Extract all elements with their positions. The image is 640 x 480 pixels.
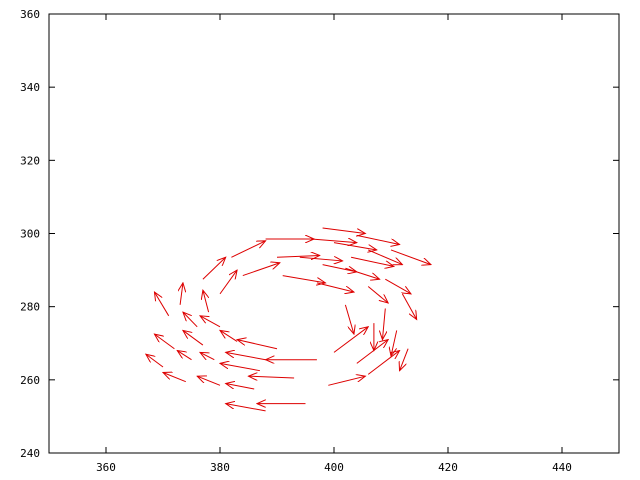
y-tick-label: 260 xyxy=(20,374,40,387)
vector-arrow xyxy=(154,292,170,317)
vector-arrow xyxy=(344,304,354,334)
x-tick-label: 360 xyxy=(96,461,116,474)
vector-arrow xyxy=(322,227,366,233)
vector-arrow xyxy=(226,352,266,361)
vector-arrow xyxy=(183,312,198,328)
vector-arrow xyxy=(356,234,400,244)
y-tick-label: 340 xyxy=(20,81,40,94)
vector-arrow xyxy=(282,275,326,283)
vector-arrow xyxy=(200,352,215,361)
vector-arrow xyxy=(311,239,357,243)
vector-arrows xyxy=(146,227,431,412)
x-tick-label: 400 xyxy=(324,461,344,474)
vector-arrow xyxy=(180,283,183,305)
vector-arrow xyxy=(316,282,354,292)
vector-arrow xyxy=(183,330,204,346)
vector-arrow xyxy=(350,256,394,266)
vector-arrow xyxy=(219,270,237,295)
vector-arrow xyxy=(197,376,221,386)
vector-arrow xyxy=(333,327,368,353)
vector-arrow xyxy=(146,354,164,368)
vector-arrow xyxy=(390,249,431,265)
vector-arrow xyxy=(200,316,221,328)
x-tick-label: 380 xyxy=(210,461,230,474)
vector-arrow xyxy=(356,340,388,364)
vector-arrow xyxy=(154,334,175,350)
vector-arrow xyxy=(328,376,365,386)
vector-arrow xyxy=(276,255,320,257)
vector-arrow xyxy=(220,363,260,372)
vector-arrow xyxy=(242,263,280,277)
y-tick-labels: 240 260 280 300 320 340 360 xyxy=(20,8,40,460)
y-tick-label: 280 xyxy=(20,301,40,314)
vector-arrow xyxy=(249,376,295,378)
vector-arrow xyxy=(231,241,265,258)
x-tick-label: 440 xyxy=(552,461,572,474)
vector-arrow xyxy=(202,257,226,280)
y-tick-label: 360 xyxy=(20,8,40,21)
vector-arrow xyxy=(237,340,278,350)
vector-arrow xyxy=(333,242,377,250)
vector-arrow xyxy=(220,330,238,342)
vector-arrow xyxy=(163,373,186,383)
vector-arrow xyxy=(401,293,416,320)
vector-arrow xyxy=(226,404,266,412)
plot-frame xyxy=(48,13,620,454)
axis-ticks xyxy=(49,13,619,454)
vector-arrow xyxy=(226,383,255,390)
vector-arrow xyxy=(345,267,379,279)
y-tick-label: 300 xyxy=(20,228,40,241)
vector-arrow xyxy=(203,290,210,313)
vector-arrow xyxy=(322,264,357,272)
vector-arrow xyxy=(299,257,343,261)
vector-arrow xyxy=(368,249,402,265)
vector-arrow xyxy=(382,308,385,339)
vector-arrow xyxy=(385,278,411,294)
vector-arrow xyxy=(367,286,388,303)
y-tick-label: 240 xyxy=(20,447,40,460)
vector-arrow xyxy=(177,351,192,361)
x-tick-label: 420 xyxy=(438,461,458,474)
vector-arrow xyxy=(367,351,399,375)
x-tick-labels: 360 380 400 420 440 xyxy=(96,461,572,474)
y-tick-label: 320 xyxy=(20,154,40,167)
vector-arrow xyxy=(400,348,409,371)
